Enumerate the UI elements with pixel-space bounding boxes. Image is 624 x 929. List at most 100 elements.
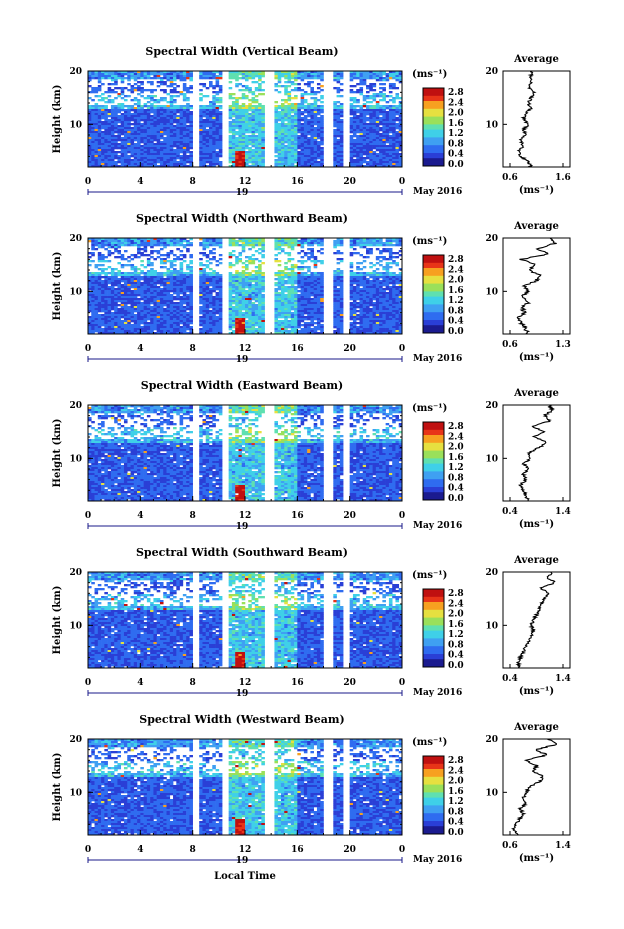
heatmap-cell [97,286,102,289]
heatmap-cell [280,238,285,241]
heatmap-cell [333,272,337,275]
heatmap-cell [372,272,377,275]
heatmap-cell [218,105,223,108]
heatmap-cell [303,288,308,291]
heatmap-cell [104,119,108,122]
heatmap-cell [97,147,102,150]
heatmap-cell [182,157,187,160]
heatmap-cell [274,258,279,261]
heatmap-cell [303,71,308,74]
heatmap-cell [382,149,386,152]
heatmap-cell [336,139,341,142]
heatmap-cell [254,280,259,283]
heatmap-cell [182,135,187,138]
heatmap-cell [280,274,285,277]
heatmap-cell [212,139,216,142]
heatmap-cell [218,280,223,283]
heatmap-cell [320,111,324,114]
heatmap-cell [176,127,180,130]
heatmap-cell [94,127,99,130]
heatmap-cell [88,135,92,138]
heatmap-cell [349,163,354,166]
heatmap-cell [140,135,144,138]
heatmap-cell [359,284,364,287]
heatmap-cell [398,163,403,166]
heatmap-cell [333,101,337,104]
heatmap-cell [258,282,262,285]
heatmap-cell [228,272,233,275]
heatmap-cell [395,75,400,78]
heatmap-cell [352,107,357,110]
heatmap-cell [123,71,128,74]
heatmap-cell [313,266,318,269]
heatmap-cell [205,73,210,76]
heatmap-cell [251,159,256,162]
heatmap-cell [215,79,220,82]
heatmap-cell [104,137,108,140]
heatmap-cell [94,266,99,269]
heatmap-cell [202,115,207,118]
heatmap-cell [280,244,285,247]
heatmap-cell [336,87,341,90]
heatmap-cell [120,71,125,74]
heatmap-cell [110,113,115,116]
heatmap-cell [209,165,213,168]
heatmap-cell [110,151,115,154]
heatmap-cell [238,89,243,92]
heatmap-cell [205,266,210,269]
heatmap-cell [258,119,262,122]
heatmap-cell [366,153,370,156]
heatmap-cell [248,147,252,150]
heatmap-cell [375,141,380,144]
average-x-tick-label: 1.6 [555,173,571,183]
heatmap-cell [140,157,144,160]
heatmap-cell [173,121,177,124]
heatmap-cell [294,266,298,269]
heatmap-cell [375,101,380,104]
heatmap-cell [140,125,144,128]
heatmap-cell [218,133,223,136]
heatmap-cell [166,127,171,130]
heatmap-cell [150,272,154,275]
heatmap-cell [359,272,364,275]
heatmap-cell [339,157,344,160]
heatmap-cell [238,137,243,140]
heatmap-cell [398,165,403,168]
heatmap-cell [336,157,341,160]
heatmap-cell [91,87,95,90]
heatmap-cell [300,159,305,162]
heatmap-cell [169,141,174,144]
heatmap-cell [300,131,305,134]
heatmap-cell [258,266,262,269]
heatmap-cell [241,246,246,249]
heatmap-cell [303,143,308,146]
heatmap-cell [238,121,243,124]
heatmap-cell [241,145,246,148]
heatmap-cell [173,244,177,247]
heatmap-cell [133,165,138,168]
heatmap-cell [150,151,154,154]
heatmap-cell [339,282,344,285]
heatmap-cell [143,278,148,281]
heatmap-cell [231,127,236,130]
heatmap-cell [336,125,341,128]
heatmap-cell [212,137,216,140]
heatmap-cell [159,143,164,146]
heatmap-cell [385,123,390,126]
heatmap-cell [130,85,135,88]
heatmap-cell [137,115,141,118]
heatmap-cell [199,111,203,114]
heatmap-cell [94,121,99,124]
heatmap-cell [156,157,161,160]
heatmap-cell [362,83,367,86]
heatmap-cell [182,276,187,279]
heatmap-cell [209,250,213,253]
heatmap-cell [307,256,311,259]
heatmap-cell [261,141,265,144]
heatmap-cell [388,75,393,78]
heatmap-cell [199,107,203,110]
heatmap-cell [150,246,154,249]
heatmap-cell [114,165,118,168]
heatmap-cell [120,121,125,124]
